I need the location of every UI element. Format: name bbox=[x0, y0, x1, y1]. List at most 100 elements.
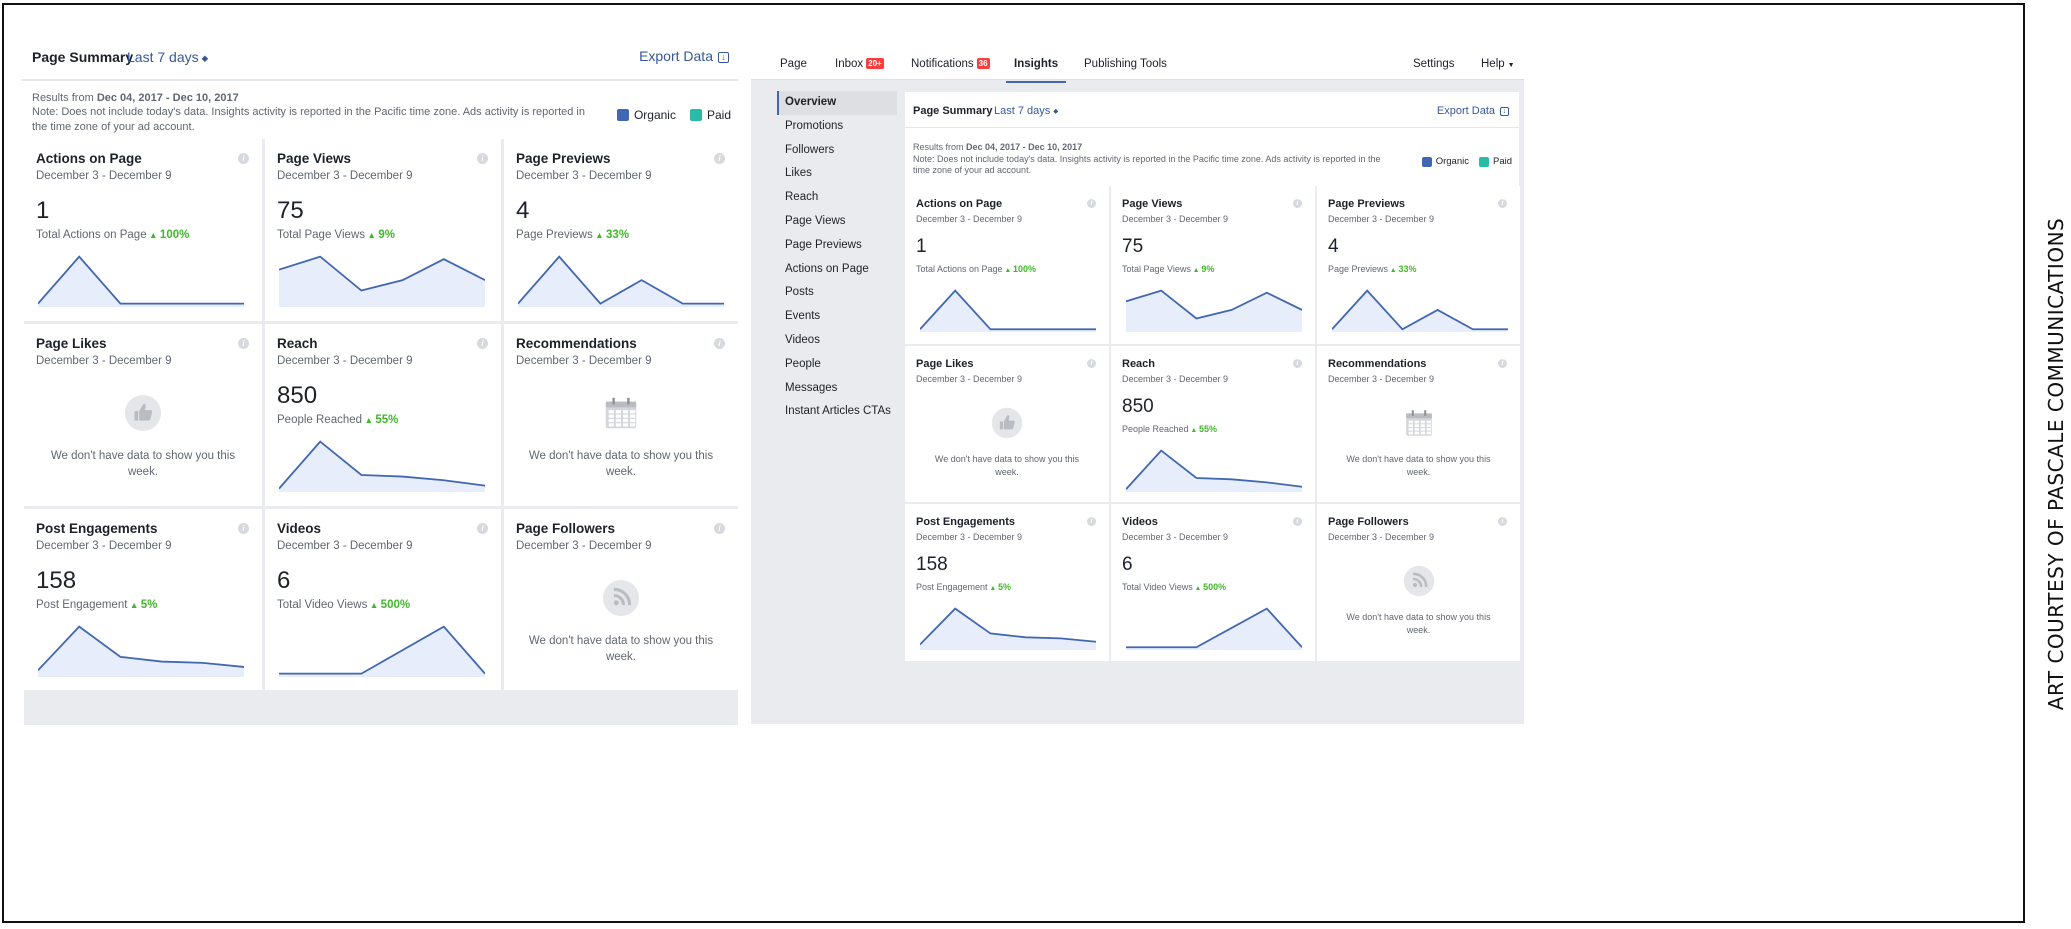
sidebar-item[interactable]: Actions on Page bbox=[777, 258, 897, 282]
metric-card[interactable]: Page Likes December 3 - December 9 i We don… bbox=[24, 324, 262, 506]
nav-page[interactable]: Page bbox=[780, 58, 807, 70]
card-title: Actions on Page bbox=[916, 198, 1003, 210]
export-data-link[interactable]: Export Data ↓ bbox=[1437, 105, 1509, 117]
figure-frame: Page Summary Last 7 days ◆ Export Data ↓ R… bbox=[2, 3, 2025, 923]
info-icon[interactable]: i bbox=[238, 153, 249, 164]
card-dates: December 3 - December 9 bbox=[36, 170, 172, 182]
info-icon[interactable]: i bbox=[1498, 359, 1507, 368]
sidebar-item-label: Posts bbox=[785, 286, 814, 299]
legend-label: Organic bbox=[1435, 156, 1469, 167]
info-icon[interactable]: i bbox=[1087, 199, 1096, 208]
card-dates: December 3 - December 9 bbox=[916, 214, 1023, 224]
metric-card[interactable]: Actions on Page December 3 - December 9 i 1… bbox=[905, 186, 1109, 344]
sidebar-item[interactable]: Overview bbox=[777, 91, 897, 115]
metric-card[interactable]: Videos December 3 - December 9 i 6 Total Vid… bbox=[265, 509, 501, 690]
nav-settings[interactable]: Settings bbox=[1413, 58, 1455, 70]
sparkline-area bbox=[1126, 290, 1302, 332]
info-icon[interactable]: i bbox=[1498, 199, 1507, 208]
info-icon[interactable]: i bbox=[1293, 517, 1302, 526]
sidebar-item[interactable]: Events bbox=[777, 305, 897, 329]
info-icon[interactable]: i bbox=[477, 523, 488, 534]
info-icon[interactable]: i bbox=[1293, 199, 1302, 208]
up-arrow-icon: ▲ bbox=[365, 230, 379, 240]
nav-insights[interactable]: Insights bbox=[1006, 58, 1067, 83]
nav-help[interactable]: Help ▼ bbox=[1481, 58, 1515, 70]
sidebar-item-label: Instant Articles CTAs bbox=[785, 405, 891, 418]
info-icon[interactable]: i bbox=[238, 338, 249, 349]
metric-card[interactable]: Page Views December 3 - December 9 i 75 Tota… bbox=[1111, 186, 1315, 344]
change-indicator: ▲ 100% bbox=[1003, 264, 1036, 274]
change-percent: 500% bbox=[380, 599, 411, 611]
calendar-icon bbox=[1405, 410, 1432, 436]
sidebar-item-label: Videos bbox=[785, 333, 820, 346]
rss-icon bbox=[1403, 565, 1434, 597]
metric-card[interactable]: Page Likes December 3 - December 9 i We don… bbox=[905, 346, 1109, 502]
sparkline-area bbox=[518, 256, 724, 307]
sidebar-item[interactable]: Followers bbox=[777, 139, 897, 163]
metric-card[interactable]: Recommendations December 3 - December 9 i W… bbox=[1317, 346, 1520, 502]
sidebar-item[interactable]: Messages bbox=[777, 377, 897, 401]
info-icon[interactable]: i bbox=[1087, 359, 1096, 368]
metric-card[interactable]: Recommendations December 3 - December 9 i W… bbox=[504, 324, 738, 506]
metric-card[interactable]: Post Engagements December 3 - December 9 i… bbox=[905, 504, 1109, 661]
metric-card[interactable]: Page Previews December 3 - December 9 i 4 Pa… bbox=[504, 139, 738, 321]
metric-card[interactable]: Reach December 3 - December 9 i 850 People R… bbox=[265, 324, 501, 506]
sidebar-item[interactable]: Page Views bbox=[777, 210, 897, 234]
metric-value: 6 bbox=[277, 567, 291, 594]
results-range: Dec 04, 2017 - Dec 10, 2017 bbox=[966, 142, 1083, 152]
sparkline bbox=[279, 621, 485, 677]
sidebar-item[interactable]: People bbox=[777, 353, 897, 377]
info-icon[interactable]: i bbox=[714, 523, 725, 534]
sidebar-item-label: Events bbox=[785, 310, 821, 323]
info-icon[interactable]: i bbox=[714, 153, 725, 164]
note-text: Note: Does not include today's data. Ins… bbox=[32, 106, 585, 133]
info-icon[interactable]: i bbox=[1293, 359, 1302, 368]
sidebar-item[interactable]: Reach bbox=[777, 186, 897, 210]
metric-card[interactable]: Post Engagements December 3 - December 9 i… bbox=[24, 509, 262, 690]
card-dates: December 3 - December 9 bbox=[36, 540, 172, 552]
metric-card[interactable]: Page Followers December 3 - December 9 i We… bbox=[1317, 504, 1520, 661]
sidebar-item[interactable]: Page Previews bbox=[777, 234, 897, 258]
info-icon[interactable]: i bbox=[477, 153, 488, 164]
date-range-selector[interactable]: Last 7 days ◆ bbox=[994, 105, 1058, 117]
nav-notifications[interactable]: Notifications 36 bbox=[911, 58, 990, 70]
legend: Organic Paid bbox=[1412, 156, 1512, 167]
metric-card[interactable]: Reach December 3 - December 9 i 850 People R… bbox=[1111, 346, 1315, 502]
nav-help-label: Help bbox=[1481, 58, 1505, 70]
empty-state-text: We don't have data to show you this week… bbox=[1346, 612, 1491, 635]
metric-card[interactable]: Actions on Page December 3 - December 9 i 1… bbox=[24, 139, 262, 321]
card-dates: December 3 - December 9 bbox=[1328, 532, 1435, 542]
card-title: Recommendations bbox=[1328, 358, 1427, 370]
date-range-selector[interactable]: Last 7 days ◆ bbox=[127, 49, 208, 65]
sparkline-line bbox=[1126, 609, 1302, 648]
info-icon[interactable]: i bbox=[1498, 517, 1507, 526]
sidebar-item-label: Page Views bbox=[785, 214, 846, 227]
sidebar-item[interactable]: Videos bbox=[777, 329, 897, 353]
export-data-link[interactable]: Export Data ↓ bbox=[639, 48, 729, 64]
legend-swatch bbox=[689, 108, 702, 121]
info-icon[interactable]: i bbox=[477, 338, 488, 349]
empty-state-icon bbox=[602, 394, 640, 432]
metric-subtitle: Post Engagement ▲ 5% bbox=[36, 599, 157, 611]
nav-inbox[interactable]: Inbox 20+ bbox=[835, 58, 884, 70]
metric-card[interactable]: Page Views December 3 - December 9 i 75 Tota… bbox=[265, 139, 501, 321]
info-icon[interactable]: i bbox=[1087, 517, 1096, 526]
rss-icon bbox=[602, 579, 640, 617]
info-icon[interactable]: i bbox=[714, 338, 725, 349]
sidebar-item[interactable]: Likes bbox=[777, 162, 897, 186]
sparkline bbox=[1126, 446, 1302, 492]
card-title: Post Engagements bbox=[916, 516, 1016, 528]
sidebar-item[interactable]: Instant Articles CTAs bbox=[777, 400, 897, 424]
sparkline-area bbox=[920, 290, 1096, 332]
sidebar-item[interactable]: Posts bbox=[777, 281, 897, 305]
sidebar-item[interactable]: Promotions bbox=[777, 115, 897, 139]
card-dates: December 3 - December 9 bbox=[277, 170, 413, 182]
metric-card[interactable]: Page Followers December 3 - December 9 i We… bbox=[504, 509, 738, 690]
info-icon[interactable]: i bbox=[238, 523, 249, 534]
nav-publishing-tools[interactable]: Publishing Tools bbox=[1084, 58, 1167, 70]
insights-dashboard: Page Inbox 20+ Notifications 36 Insights P… bbox=[751, 44, 1524, 724]
sparkline-area bbox=[1126, 450, 1302, 492]
metric-card[interactable]: Videos December 3 - December 9 i 6 Total Vid… bbox=[1111, 504, 1315, 661]
inbox-badge: 20+ bbox=[866, 58, 884, 69]
metric-card[interactable]: Page Previews December 3 - December 9 i 4 Pa… bbox=[1317, 186, 1520, 344]
